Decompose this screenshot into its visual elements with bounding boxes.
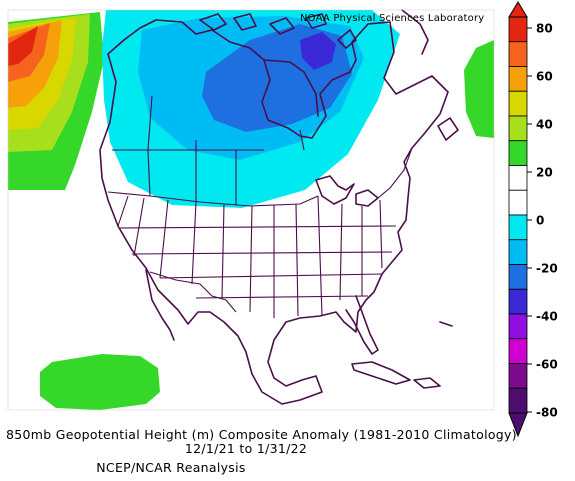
colorbar-tick-label: 60 [536, 70, 553, 84]
colorbar-tick-label: -60 [536, 358, 558, 372]
colorbar-cell [508, 140, 528, 166]
colorbar-bottom-arrow [508, 412, 528, 438]
political-borders [107, 95, 413, 318]
colorbar-tick-label: 0 [536, 214, 544, 228]
colorbar-cell [508, 338, 528, 364]
plot-title: 850mb Geopotential Height (m) Composite … [6, 427, 517, 442]
map-frame [7, 9, 495, 411]
colorbar-cell [508, 41, 528, 67]
continent-outlines [99, 9, 459, 405]
colorbar-cell [508, 363, 528, 389]
date-range: 12/1/21 to 1/31/22 [184, 441, 308, 456]
colorbar-tick-label: -80 [536, 406, 558, 420]
colorbar-cell [508, 313, 528, 340]
colorbar-cell [508, 189, 528, 216]
colorbar-tick-label: 20 [536, 166, 553, 180]
colorbar-tick-label: 40 [536, 118, 553, 132]
lab-name: NOAA Physical Sciences Laboratory [300, 13, 485, 24]
colorbar-cell [508, 288, 528, 315]
positive-anomaly-pacific [40, 354, 160, 410]
colorbar-cell [508, 115, 528, 142]
colorbar-cell [508, 90, 528, 117]
colorbar-cell [508, 16, 528, 43]
colorbar-cell [508, 239, 528, 265]
colorbar-tick-label: 80 [536, 22, 553, 36]
colorbar-cell [508, 387, 528, 414]
colorbar-cell [508, 165, 528, 191]
colorbar-top-arrow [508, 1, 528, 18]
positive-anomaly-atlantic [464, 40, 494, 138]
colorbar-tick-label: -40 [536, 310, 558, 324]
data-source: NCEP/NCAR Reanalysis [96, 460, 246, 475]
colorbar-cell [508, 214, 528, 241]
colorbar-cell [508, 264, 528, 290]
colorbar-cell [508, 66, 528, 92]
colorbar-tick-label: -20 [536, 262, 558, 276]
